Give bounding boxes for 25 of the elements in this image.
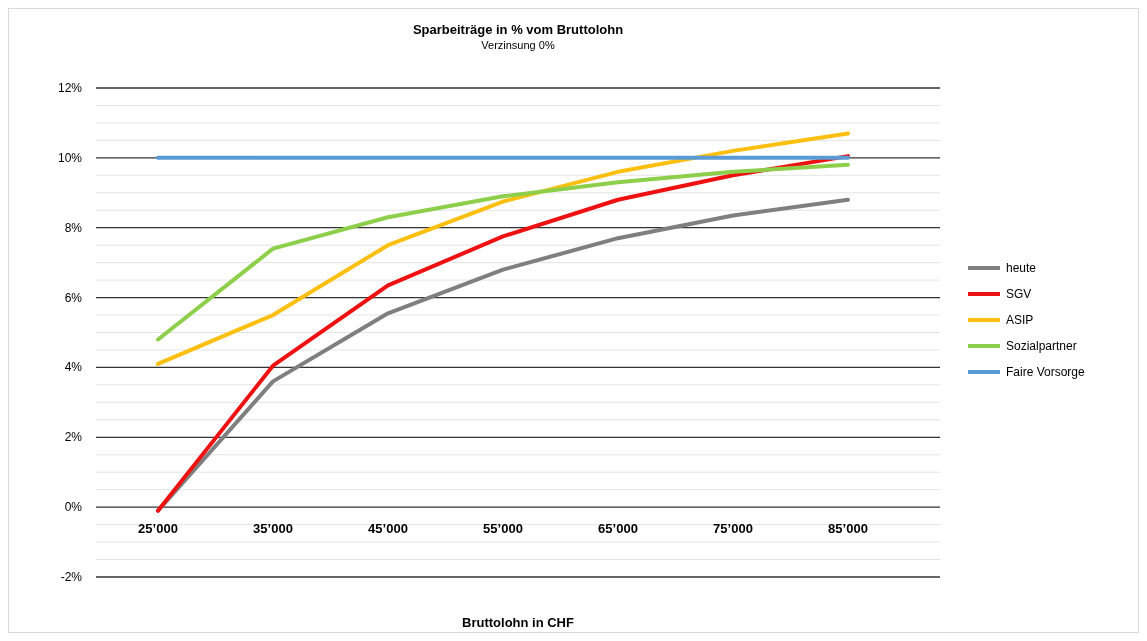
x-tick-label: 35’000 [253,521,293,537]
y-tick-label: 10% [57,150,83,165]
y-tick-label: -2% [60,570,83,584]
chart-title: Sparbeiträge in % vom Bruttolohn [412,22,624,37]
y-tick-label: 12% [57,81,83,95]
x-tick-label: 75’000 [713,521,753,537]
x-tick-label: 25’000 [138,521,178,537]
y-tick-label: 6% [64,290,83,305]
x-tick-label: 85’000 [828,521,868,537]
chart-subtitle: Verzinsung 0% [481,39,555,51]
legend-label: ASIP [1006,313,1034,327]
legend-label: heute [1006,261,1037,275]
x-tick-label: 55’000 [483,521,523,537]
legend-label: Faire Vorsorge [1006,365,1086,379]
line-series [156,131,850,366]
y-tick-label: 0% [64,500,83,515]
legend-label: Sozialpartner [1006,339,1077,353]
x-axis-title: Bruttolohn in CHF [462,615,575,630]
y-tick-label: 4% [64,360,83,375]
line-series [156,162,850,342]
x-tick-label: 65’000 [598,521,638,537]
legend-label: SGV [1006,287,1032,301]
x-tick-label: 45’000 [368,521,408,537]
y-tick-label: 8% [64,220,83,235]
y-tick-label: 2% [64,430,83,445]
